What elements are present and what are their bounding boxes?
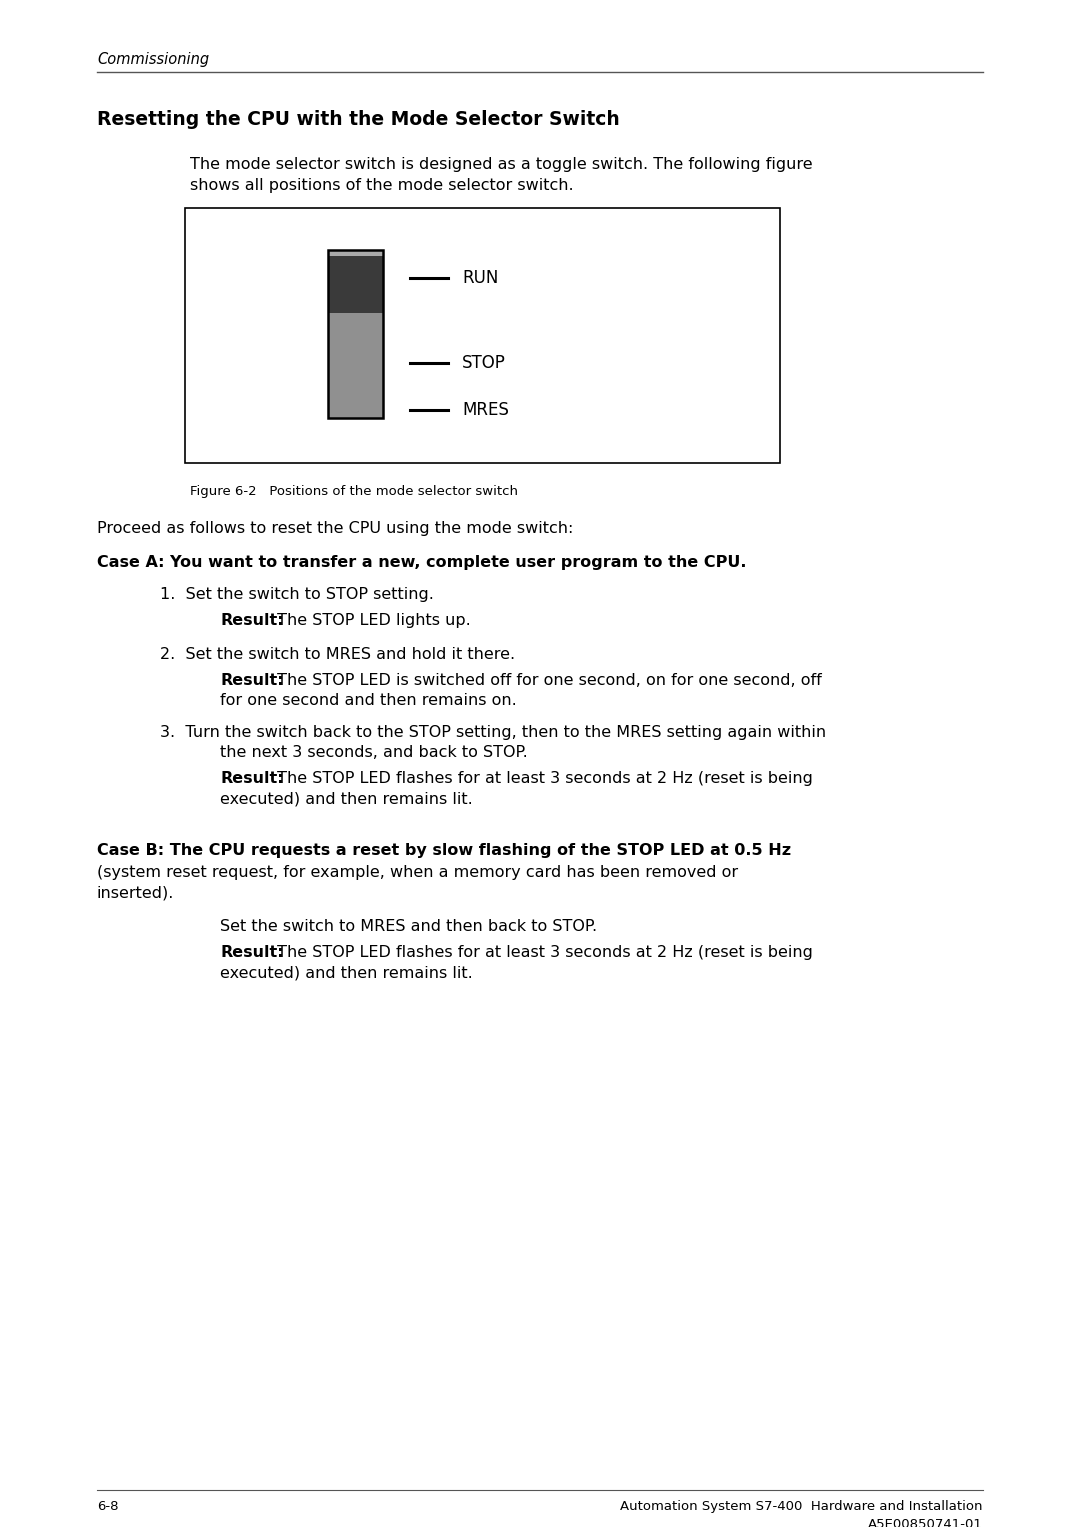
Text: A5E00850741-01: A5E00850741-01	[868, 1518, 983, 1527]
Text: (system reset request, for example, when a memory card has been removed or: (system reset request, for example, when…	[97, 864, 738, 880]
Bar	[328, 313, 383, 418]
Text: 1.  Set the switch to STOP setting.: 1. Set the switch to STOP setting.	[160, 586, 434, 602]
Bar	[328, 250, 383, 418]
Text: Set the switch to MRES and then back to STOP.: Set the switch to MRES and then back to …	[220, 919, 597, 935]
Text: Automation System S7-400  Hardware and Installation: Automation System S7-400 Hardware and In…	[621, 1500, 983, 1513]
Text: Figure 6-2   Positions of the mode selector switch: Figure 6-2 Positions of the mode selecto…	[190, 486, 518, 498]
Text: The STOP LED is switched off for one second, on for one second, off: The STOP LED is switched off for one sec…	[272, 673, 822, 689]
Text: The STOP LED lights up.: The STOP LED lights up.	[272, 612, 471, 628]
Text: Case B: The CPU requests a reset by slow flashing of the STOP LED at 0.5 Hz: Case B: The CPU requests a reset by slow…	[97, 843, 792, 858]
Text: 6-8: 6-8	[97, 1500, 119, 1513]
Text: shows all positions of the mode selector switch.: shows all positions of the mode selector…	[190, 179, 573, 192]
Text: the next 3 seconds, and back to STOP.: the next 3 seconds, and back to STOP.	[220, 745, 528, 760]
Text: RUN: RUN	[462, 269, 498, 287]
Text: Result:: Result:	[220, 771, 284, 786]
Text: executed) and then remains lit.: executed) and then remains lit.	[220, 965, 473, 980]
Text: Resetting the CPU with the Mode Selector Switch: Resetting the CPU with the Mode Selector…	[97, 110, 620, 128]
Text: Result:: Result:	[220, 612, 284, 628]
Text: 2.  Set the switch to MRES and hold it there.: 2. Set the switch to MRES and hold it th…	[160, 647, 515, 663]
Text: Case A: You want to transfer a new, complete user program to the CPU.: Case A: You want to transfer a new, comp…	[97, 554, 746, 570]
Bar	[328, 257, 383, 319]
Bar	[328, 250, 383, 257]
Text: STOP: STOP	[462, 354, 505, 373]
Text: The STOP LED flashes for at least 3 seconds at 2 Hz (reset is being: The STOP LED flashes for at least 3 seco…	[272, 771, 813, 786]
Text: Commissioning: Commissioning	[97, 52, 210, 67]
Text: MRES: MRES	[462, 402, 509, 418]
Text: Proceed as follows to reset the CPU using the mode switch:: Proceed as follows to reset the CPU usin…	[97, 521, 573, 536]
Text: Result:: Result:	[220, 945, 284, 960]
Text: The mode selector switch is designed as a toggle switch. The following figure: The mode selector switch is designed as …	[190, 157, 812, 173]
Text: Result:: Result:	[220, 673, 284, 689]
Text: 3.  Turn the switch back to the STOP setting, then to the MRES setting again wit: 3. Turn the switch back to the STOP sett…	[160, 725, 826, 741]
Text: for one second and then remains on.: for one second and then remains on.	[220, 693, 516, 709]
Text: The STOP LED flashes for at least 3 seconds at 2 Hz (reset is being: The STOP LED flashes for at least 3 seco…	[272, 945, 813, 960]
Text: inserted).: inserted).	[97, 886, 174, 899]
Text: executed) and then remains lit.: executed) and then remains lit.	[220, 791, 473, 806]
Bar	[185, 208, 780, 463]
